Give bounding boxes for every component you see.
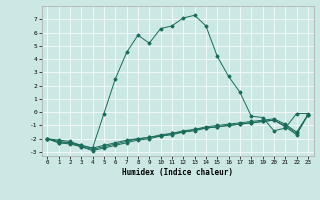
X-axis label: Humidex (Indice chaleur): Humidex (Indice chaleur)	[122, 168, 233, 177]
